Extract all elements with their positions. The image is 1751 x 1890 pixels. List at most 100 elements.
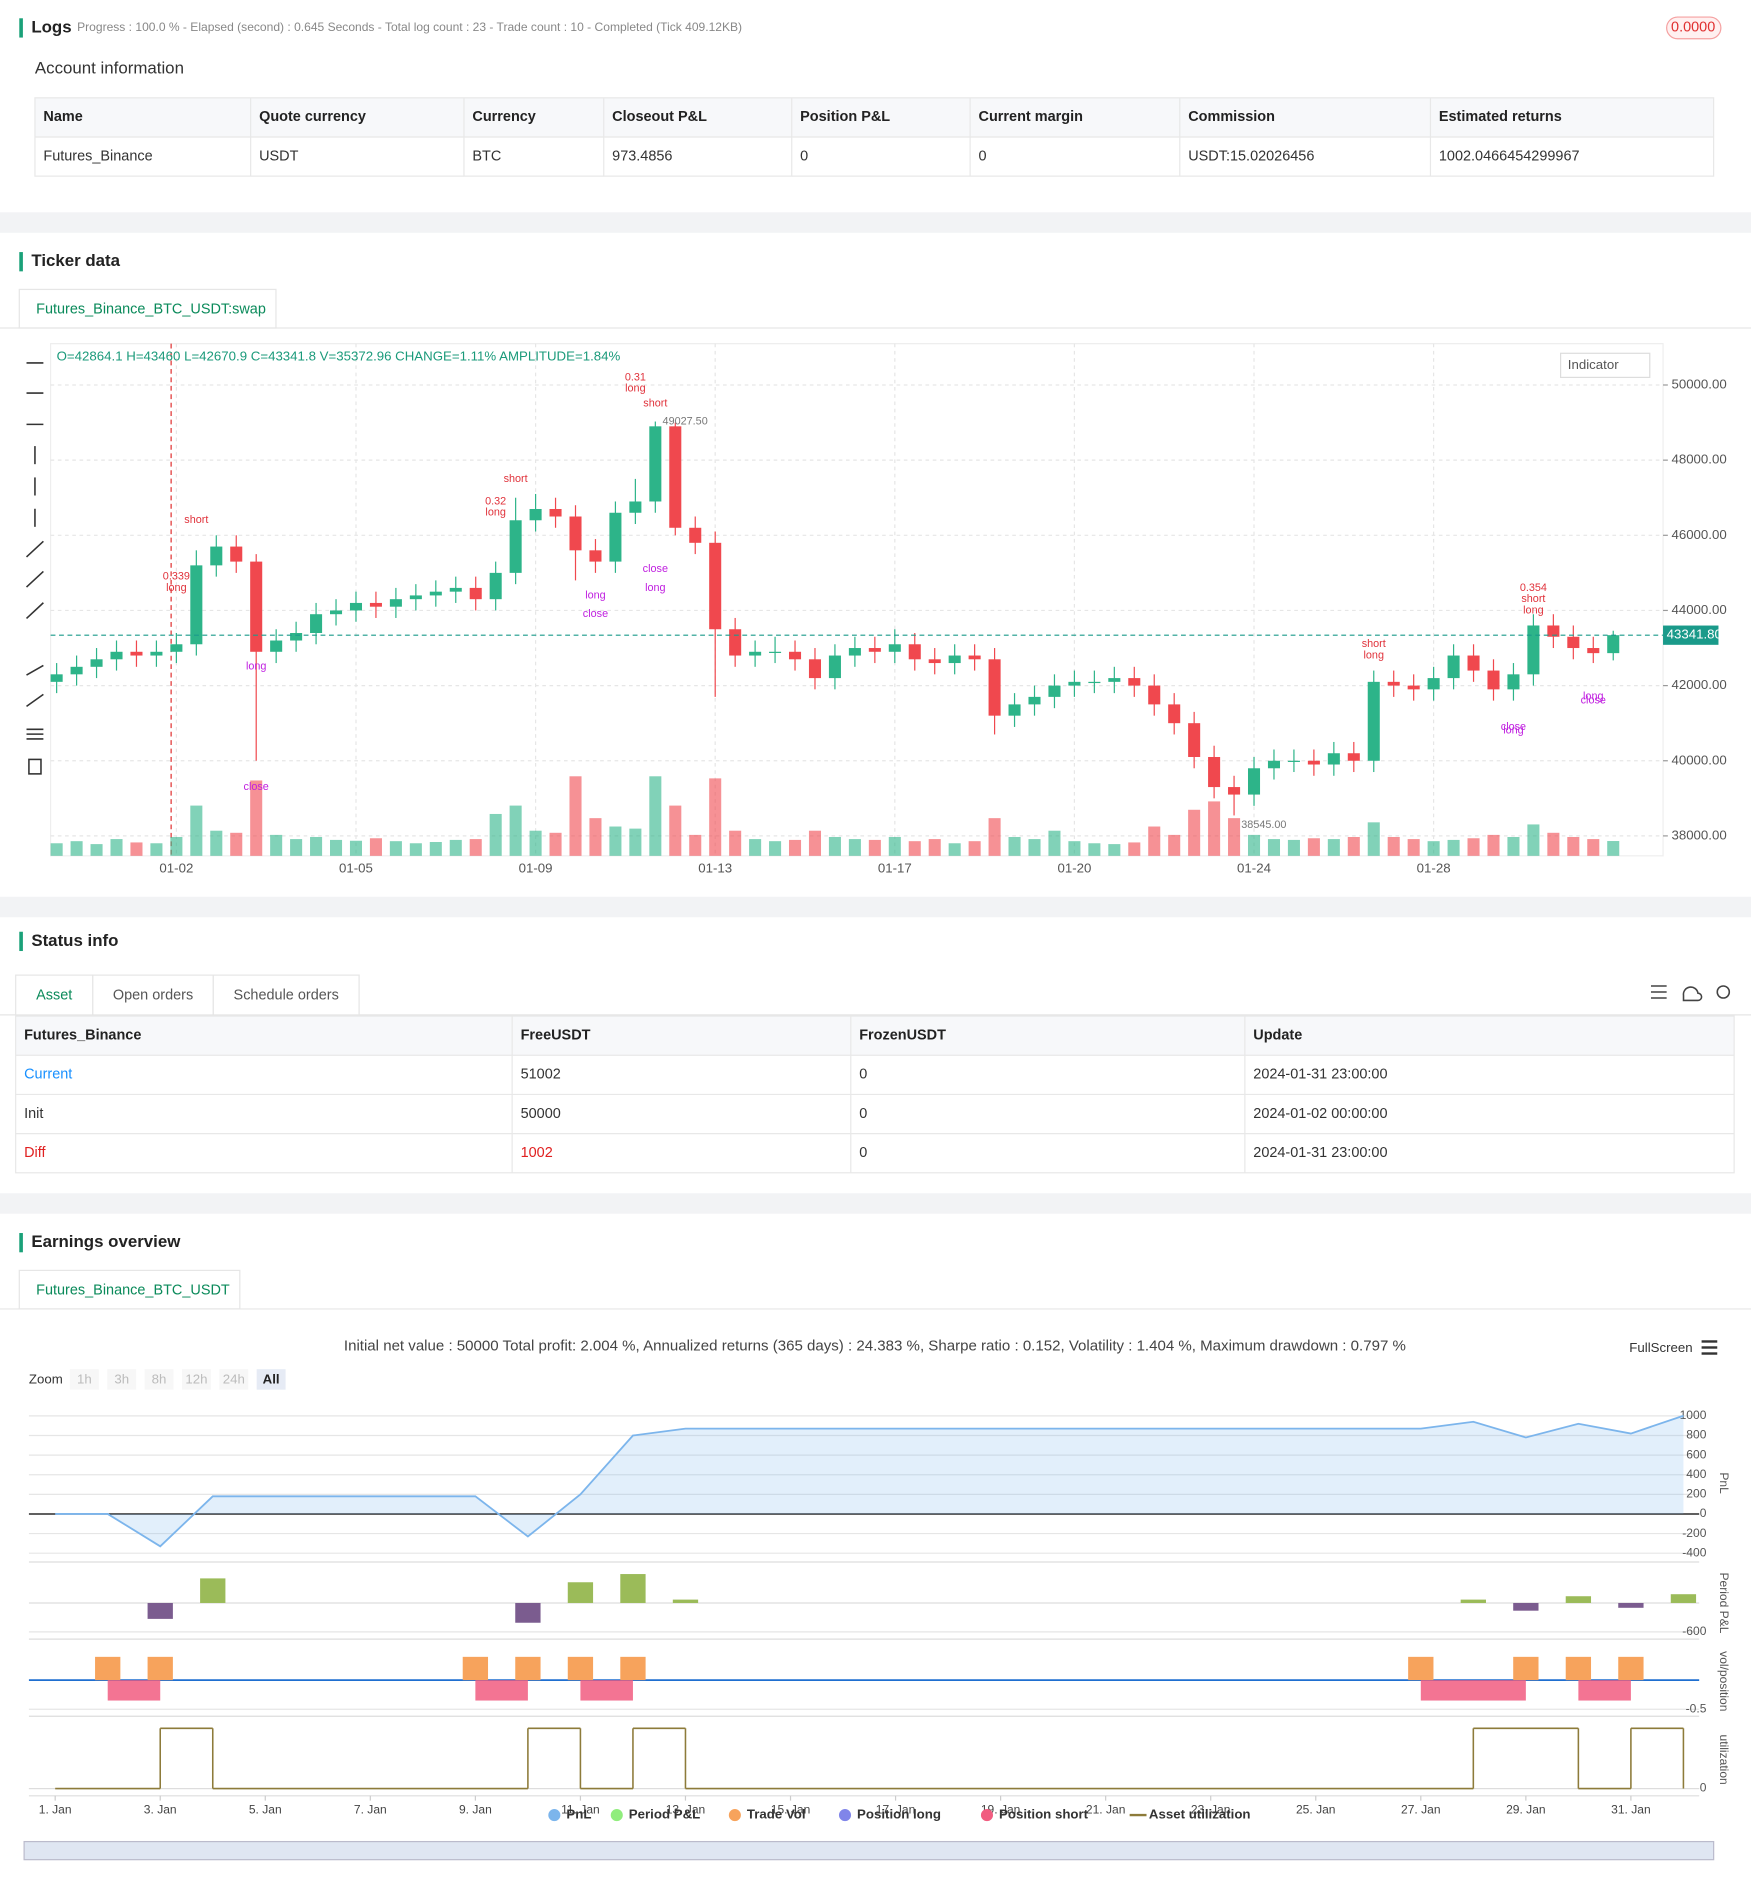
volume-bar <box>1507 836 1520 856</box>
navigator[interactable] <box>23 1840 1715 1861</box>
volume-bar <box>250 780 263 856</box>
menu-icon[interactable] <box>1701 1340 1718 1355</box>
volume-bar <box>1148 826 1161 856</box>
position-bar <box>580 1680 633 1701</box>
last-price-box <box>1663 625 1719 645</box>
x-tick-label: 01-28 <box>1417 861 1451 876</box>
price-annotation: 49027.50 <box>663 415 708 427</box>
candle-body <box>509 520 522 573</box>
zoom-button[interactable] <box>181 1369 211 1390</box>
trade-label: 0.354 <box>1520 582 1547 594</box>
tab[interactable] <box>212 974 360 1016</box>
position-bar <box>475 1680 528 1701</box>
legend-label[interactable]: PnL <box>566 1807 591 1822</box>
candle-body <box>828 655 841 679</box>
tab[interactable] <box>18 1269 241 1310</box>
status-tools[interactable] <box>1650 985 1731 1002</box>
volume-bar <box>1267 839 1281 856</box>
candle-body <box>928 659 941 664</box>
volume-bar <box>1367 822 1380 856</box>
legend-label[interactable]: Period P&L <box>629 1807 700 1822</box>
candle-body <box>569 516 582 551</box>
candle-body <box>409 595 422 600</box>
volume-bar <box>210 830 223 856</box>
y-tick-label: 0 <box>1700 1781 1707 1795</box>
candle-body <box>589 550 602 562</box>
zoom-button[interactable] <box>69 1369 99 1390</box>
candle-body <box>90 659 103 667</box>
legend-label[interactable]: Position long <box>857 1807 941 1822</box>
y-tick-label: 800 <box>1686 1428 1706 1442</box>
volume-bar <box>609 826 622 856</box>
volume-bar <box>729 830 742 856</box>
zoom-button-label[interactable]: 1h <box>77 1372 92 1387</box>
zoom-button[interactable] <box>144 1369 174 1390</box>
zoom-button-label[interactable]: 3h <box>114 1372 129 1387</box>
zoom-button[interactable] <box>107 1369 137 1390</box>
volume-bar <box>150 843 163 856</box>
legend-symbol <box>980 1809 993 1822</box>
volume-bar <box>549 832 562 856</box>
volume-bar <box>90 844 103 856</box>
indicator-button[interactable] <box>1559 352 1651 379</box>
candle-body <box>190 565 203 645</box>
volume-bar <box>389 841 402 856</box>
volume-bar <box>1487 834 1500 856</box>
last-price-label: 43341.80 <box>1667 627 1722 642</box>
x-tick-label: 25. Jan <box>1296 1802 1336 1816</box>
volume-bar <box>948 843 961 856</box>
candle-body <box>310 614 323 633</box>
volume-bar <box>828 836 841 856</box>
volume-bar <box>330 839 343 856</box>
tab-label[interactable]: Futures_Binance_BTC_USDT:swap <box>36 302 266 318</box>
volume-bar <box>888 836 901 856</box>
volume-bar <box>769 841 782 856</box>
y-tick-label: 40000.00 <box>1671 752 1726 767</box>
y-axis-title: vol/position <box>1717 1651 1731 1711</box>
fullscreen-button[interactable]: FullScreen <box>1629 1340 1692 1355</box>
tab-label[interactable]: Futures_Binance_BTC_USDT <box>36 1283 230 1299</box>
trade-label: short <box>1521 593 1545 605</box>
indicator-label[interactable]: Indicator <box>1568 357 1619 372</box>
table-cell: USDT:15.02026456 <box>1188 148 1314 164</box>
table-cell: Futures_Binance <box>43 148 152 164</box>
tab[interactable] <box>92 974 214 1016</box>
zoom-button-label[interactable]: All <box>263 1372 280 1387</box>
y-axis-title: Period P&L <box>1717 1573 1731 1634</box>
tab-label[interactable]: Schedule orders <box>234 987 339 1003</box>
tab-label[interactable]: Open orders <box>113 987 193 1003</box>
title-bar <box>19 18 23 38</box>
zoom-button[interactable] <box>219 1369 249 1390</box>
candle-body <box>429 591 442 596</box>
legend-label[interactable]: Asset utilization <box>1149 1807 1251 1822</box>
trade-label: long <box>1583 691 1603 703</box>
candle-body <box>968 655 981 660</box>
tab[interactable] <box>18 288 277 329</box>
candle-body <box>1028 696 1041 705</box>
candle-body <box>110 651 123 660</box>
tab-label[interactable]: Asset <box>36 987 72 1003</box>
legend-label[interactable]: Trade Vol <box>747 1807 806 1822</box>
candle-body <box>788 651 802 660</box>
zoom-button-label[interactable]: 8h <box>152 1372 167 1387</box>
volume-bar <box>1128 842 1141 856</box>
volume-bar <box>868 839 881 856</box>
zoom-button[interactable] <box>256 1369 286 1390</box>
zoom-button-label[interactable]: 12h <box>185 1372 207 1387</box>
candle-body <box>1228 787 1241 795</box>
candle-body <box>948 655 961 664</box>
candle-body <box>1347 753 1360 761</box>
x-tick-label: 31. Jan <box>1611 1802 1651 1816</box>
zoom-button-label[interactable]: 24h <box>223 1372 245 1387</box>
trade-label: long <box>1523 604 1543 616</box>
volume-bar <box>509 805 522 856</box>
trade-label: long <box>645 582 665 594</box>
x-tick-label: 01-09 <box>519 861 553 876</box>
column-header: Name <box>43 109 82 125</box>
bar <box>1618 1656 1644 1681</box>
x-tick-label: 7. Jan <box>354 1802 387 1816</box>
column-header: Closeout P&L <box>612 109 707 125</box>
legend-label[interactable]: Position short <box>999 1807 1089 1822</box>
candle-body <box>908 644 921 660</box>
table-cell: 51002 <box>521 1067 561 1083</box>
